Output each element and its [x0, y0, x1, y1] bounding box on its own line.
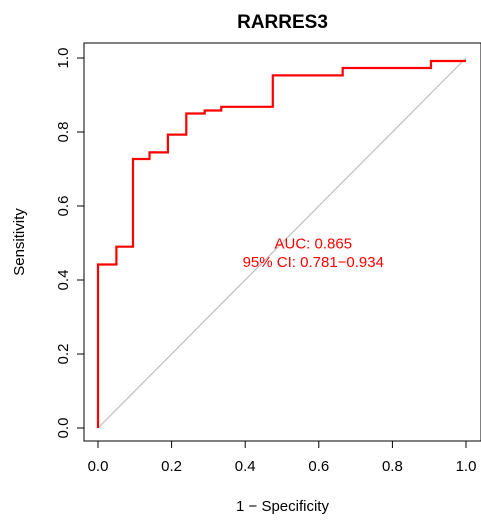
x-axis: 0.0 0.2 0.4 0.6 0.8 1.0	[88, 440, 477, 475]
y-tick-label: 0.6	[55, 196, 72, 217]
ci-annotation: 95% CI: 0.781−0.934	[243, 254, 384, 271]
y-tick-label: 0.4	[55, 270, 72, 291]
roc-curve-line	[96, 59, 466, 428]
chart-title: RARRES3	[237, 12, 328, 33]
reference-diagonal-line	[97, 57, 467, 429]
x-tick-label: 0.6	[308, 458, 329, 475]
plot-area: 0.0 0.2 0.4 0.6 0.8 1.0 0.0 0.2 0.4 0.6 0.8 1.0 AUC:…	[55, 42, 481, 475]
y-tick-label: 0.0	[55, 418, 72, 439]
auc-annotation: AUC: 0.865	[275, 236, 353, 253]
x-tick-label: 0.2	[161, 458, 182, 475]
y-tick-label: 0.8	[55, 122, 72, 143]
x-axis-label: 1 − Specificity	[236, 498, 329, 515]
y-tick-label: 1.0	[55, 48, 72, 69]
y-axis: 0.0 0.2 0.4 0.6 0.8 1.0	[55, 48, 85, 439]
x-tick-label: 0.4	[235, 458, 256, 475]
x-tick-label: 1.0	[456, 458, 477, 475]
x-tick-label: 0.8	[382, 458, 403, 475]
x-tick-label: 0.0	[88, 458, 109, 475]
y-tick-label: 0.2	[55, 344, 72, 365]
y-axis-label: Sensitivity	[11, 208, 28, 276]
